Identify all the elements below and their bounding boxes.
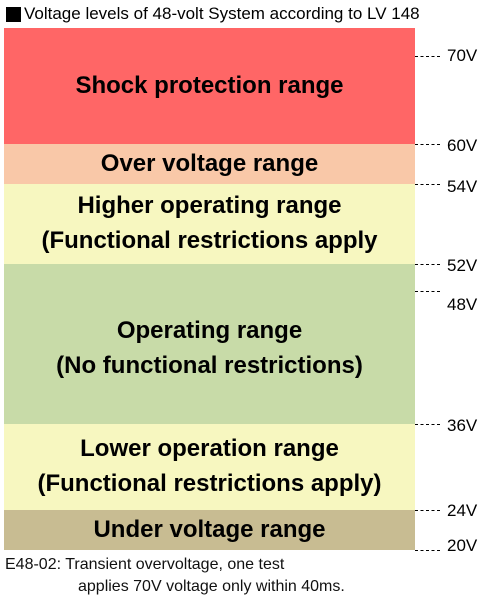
band-lower-operation-line2: (Functional restrictions apply)	[37, 470, 382, 497]
band-operating-line1: Operating range	[116, 317, 303, 345]
band-under-voltage-label: Under voltage range	[93, 515, 326, 543]
band-lower-operation: Lower operation range (Functional restri…	[4, 424, 415, 510]
diagram-title: Voltage levels of 48-volt System accordi…	[6, 2, 420, 26]
square-bullet-icon	[6, 6, 21, 22]
tick-70v	[415, 56, 440, 57]
tick-52v	[415, 264, 440, 265]
tick-24v	[415, 510, 440, 511]
voltage-label-24v: 24V	[447, 501, 478, 520]
voltage-label-60v: 60V	[447, 136, 478, 155]
band-shock-protection: Shock protection range	[4, 28, 415, 144]
band-operating: Operating range (No functional restricti…	[4, 264, 415, 424]
voltage-label-48v: 48V	[447, 295, 478, 314]
voltage-label-20v: 20V	[447, 536, 478, 555]
diagram-title-text: Voltage levels of 48-volt System accordi…	[24, 4, 420, 23]
band-higher-operating: Higher operating range (Functional restr…	[4, 184, 415, 264]
tick-48v	[415, 291, 440, 292]
band-operating-line2: (No functional restrictions)	[56, 352, 363, 379]
band-higher-operating-line2: (Functional restrictions apply	[41, 227, 378, 254]
band-higher-operating-line1: Higher operating range	[77, 192, 342, 220]
tick-36v	[415, 424, 440, 425]
tick-20v	[415, 550, 440, 551]
voltage-label-52v: 52V	[447, 256, 478, 275]
tick-54v	[415, 184, 440, 185]
band-over-voltage: Over voltage range	[4, 144, 415, 184]
footnote-line1: E48-02: Transient overvoltage, one test	[5, 556, 285, 573]
tick-60v	[415, 144, 440, 145]
voltage-label-70v: 70V	[447, 46, 478, 65]
band-under-voltage: Under voltage range	[4, 510, 415, 550]
voltage-label-36v: 36V	[447, 416, 478, 435]
footnote-line2: applies 70V voltage only within 40ms.	[78, 578, 345, 595]
band-shock-protection-label: Shock protection range	[75, 71, 344, 99]
band-lower-operation-line1: Lower operation range	[80, 435, 339, 463]
band-over-voltage-label: Over voltage range	[100, 149, 319, 177]
voltage-label-54v: 54V	[447, 177, 478, 196]
